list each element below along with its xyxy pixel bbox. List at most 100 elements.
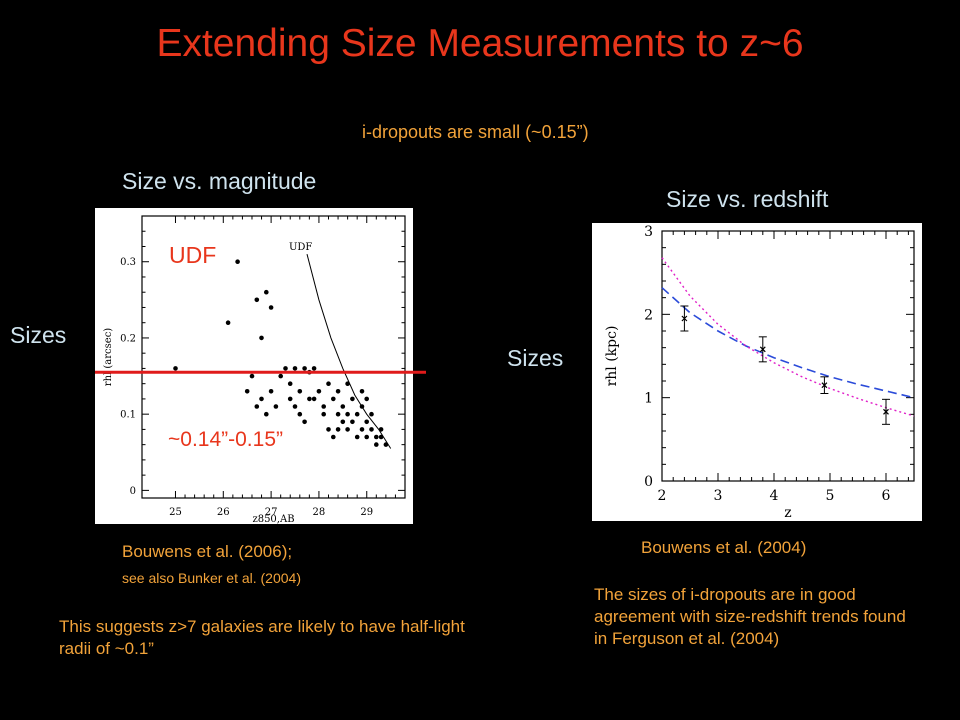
y-axis-label: rhl (arcsec) [103, 328, 114, 386]
data-point [364, 419, 370, 425]
agreement-text: The sizes of i-dropouts are in good agre… [594, 585, 906, 648]
data-point [321, 411, 326, 417]
size-vs-redshift-svg: 2 3 4 5 6 0 1 2 3 z rhl (kpc) [604, 224, 915, 521]
data-point [340, 404, 346, 409]
data-point [374, 434, 379, 440]
data-point [378, 427, 384, 432]
left-reference-line1: Bouwens et al. (2006); [122, 542, 293, 561]
data-point [287, 396, 293, 402]
data-point [326, 427, 331, 432]
data-point [354, 411, 360, 417]
size-vs-magnitude-chart: 25 26 27 28 29 0 0.1 0.2 0.3 z850,AB rhl (arcsec) U… [95, 208, 413, 525]
data-point [235, 259, 240, 264]
data-point [278, 373, 283, 379]
data-point [354, 434, 360, 440]
data-point [249, 373, 255, 379]
size-vs-magnitude-svg: 25 26 27 28 29 0 0.1 0.2 0.3 z850,AB rhl (arcsec) U… [103, 215, 406, 525]
x-axis-label: z850,AB [252, 514, 294, 524]
data-point [369, 411, 374, 417]
y-tick-label: 0 [130, 486, 136, 497]
x-tick-label: 5 [826, 488, 835, 504]
data-point [359, 404, 365, 409]
data-point [345, 427, 350, 432]
data-point [759, 346, 766, 353]
data-point [254, 404, 260, 409]
x-tick-label: 3 [714, 488, 723, 504]
udf-label: UDF [169, 242, 216, 268]
data-point [345, 411, 350, 417]
data-point [259, 396, 264, 402]
udf-curve-label: UDF [289, 242, 312, 253]
data-point [273, 404, 279, 409]
data-point [821, 382, 828, 389]
data-point [264, 289, 269, 295]
data-point [225, 320, 231, 325]
y-tick-label: 1 [644, 391, 653, 407]
slide-subtitle: i-dropouts are small (~0.15”) [362, 122, 589, 142]
x-tick-label: 2 [658, 488, 667, 504]
size-value-label: ~0.14”-0.15” [168, 428, 283, 451]
data-point [345, 381, 350, 386]
y-tick-label: 2 [644, 307, 653, 323]
data-point [287, 381, 293, 386]
data-point [268, 389, 274, 394]
y-tick-label: 3 [644, 224, 653, 240]
right-reference: Bouwens et al. (2004) [641, 538, 807, 557]
sizes-label-right: Sizes [507, 345, 564, 371]
data-point [268, 305, 274, 310]
dashed-model-curve [661, 287, 915, 399]
data-point [378, 434, 384, 440]
y-tick-label: 0 [644, 474, 653, 490]
data-point [350, 396, 355, 402]
data-point [383, 442, 389, 447]
data-point [259, 335, 264, 341]
data-point [335, 389, 341, 394]
data-point [331, 434, 336, 440]
data-point [244, 389, 250, 394]
x-tick-label: 4 [770, 488, 779, 504]
data-point [283, 366, 288, 371]
y-axis-label: rhl (kpc) [604, 326, 620, 387]
size-vs-redshift-chart: 2 3 4 5 6 0 1 2 3 z rhl (kpc) [592, 223, 922, 521]
data-point [292, 404, 298, 409]
data-point [254, 297, 260, 303]
data-point [316, 389, 322, 394]
suggestion-text: This suggests z>7 galaxies are likely to… [59, 617, 465, 658]
x-tick-label: 6 [882, 488, 891, 504]
data-point [359, 427, 365, 432]
data-point [359, 389, 365, 394]
data-point [340, 419, 346, 425]
data-point [335, 427, 341, 432]
dotted-model-curve [661, 257, 915, 417]
y-tick-label: 0.3 [120, 257, 136, 268]
data-point [331, 396, 336, 402]
x-tick-label: 29 [360, 507, 373, 518]
data-point [302, 419, 307, 425]
data-point [297, 411, 303, 417]
data-point [364, 434, 370, 440]
data-point [311, 366, 317, 371]
left-chart-heading: Size vs. magnitude [122, 168, 317, 194]
data-point [321, 404, 326, 409]
data-point [364, 396, 370, 402]
slide-title: Extending Size Measurements to z~6 [156, 22, 804, 65]
data-point [297, 389, 303, 394]
x-tick-label: 26 [217, 507, 230, 518]
data-point [369, 427, 374, 432]
x-tick-label: 27 [265, 507, 278, 518]
plot-frame [661, 230, 915, 482]
data-point [326, 381, 331, 386]
right-chart-heading: Size vs. redshift [666, 186, 829, 212]
y-tick-label: 0.1 [120, 410, 136, 421]
data-point [302, 366, 307, 371]
sizes-label-left: Sizes [10, 322, 67, 348]
data-point [335, 411, 341, 417]
data-point [350, 419, 355, 425]
plot-frame [141, 215, 406, 499]
data-point [307, 396, 312, 402]
x-tick-label: 28 [313, 507, 326, 518]
data-point [883, 408, 889, 415]
x-axis-label: z [784, 505, 791, 521]
data-point [292, 366, 298, 371]
